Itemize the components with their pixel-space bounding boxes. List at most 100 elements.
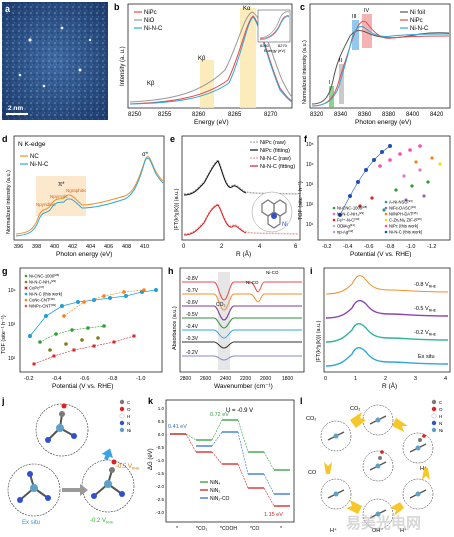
y-axis-label: TOF (site⁻¹ h⁻¹): [298, 181, 304, 220]
single-atom-dot: [28, 38, 32, 42]
legend-item: A-Ni-NSG[33]: [389, 199, 413, 205]
arrow-icon: [422, 468, 430, 480]
curve-nipc: [129, 15, 293, 105]
arrow-icon: [392, 418, 408, 432]
x-tick: 6: [294, 244, 298, 250]
legend-item: Ni-CNC-1000[28]: [337, 205, 367, 211]
x-ticks-d: 396 398 400 402 404 406 408 410: [14, 244, 149, 250]
x-tick: 8255: [158, 112, 172, 118]
atom-label: Ni: [282, 222, 288, 228]
y-axis-label: ΔG (eV): [148, 448, 154, 470]
connectors: [185, 419, 275, 507]
species-label: H⁺: [330, 527, 337, 534]
plot-frame: [179, 267, 305, 373]
y-ticks-g: 10⁴ 10³ 10²: [8, 288, 16, 362]
peak-label-pyrrolic: Npyrrolic: [50, 194, 69, 199]
line-label: -0.5V: [186, 312, 199, 318]
panel-letter-i: i: [310, 266, 313, 276]
atom-legend-item: C: [439, 400, 443, 405]
species-label: H⁺: [400, 527, 407, 534]
y-tick: -0.5: [156, 445, 164, 450]
atom-legend-j: C O H N Ni: [119, 399, 131, 433]
energy-levels-nin2-co: [196, 431, 290, 495]
x-ticks-i: 0 1 2 3 4: [324, 376, 447, 382]
region-label: II: [339, 58, 343, 64]
x-tick: -0.2: [322, 244, 331, 250]
region-iii: [352, 20, 359, 50]
atom-legend-item: Ni: [439, 428, 443, 433]
plot-frame: [19, 267, 163, 373]
x-tick: 4: [258, 244, 262, 250]
x-tick: -1.0: [136, 376, 145, 382]
x-ticks-c: 8320 8340 8360 8380 8400 8420: [310, 112, 444, 118]
chart-title: U = -0.9 V: [226, 408, 253, 414]
x-tick: -0.2: [24, 376, 33, 382]
x-category: *: [176, 526, 178, 532]
curve-nipc: [311, 20, 450, 107]
x-axis-label: Photon energy (eV): [56, 251, 112, 258]
panel-letter-c: c: [300, 2, 305, 12]
spectrum-line: [182, 281, 302, 301]
peak-label-kbeta2: Kβ: [198, 56, 206, 62]
series-conc-cnt: [62, 288, 146, 318]
band-label-co2: CO₂: [216, 302, 226, 308]
atom-legend-item: H: [127, 414, 130, 419]
arrow-icon: [346, 500, 362, 514]
x-categories-k: * *CO₂ *COOH *CO *: [176, 526, 282, 532]
single-atom-dot: [88, 38, 92, 42]
single-atom-dot: [18, 73, 22, 77]
x-tick: 8360: [358, 112, 372, 118]
inset-b: 8260 8270 Energy (eV): [257, 9, 291, 53]
x-tick: -0.6: [364, 244, 373, 250]
legend-b: NiPc NiO Ni-N-C: [134, 10, 163, 32]
peak-label-pyridinic: Npyridinic: [36, 202, 57, 207]
spectrum-line: [182, 317, 302, 329]
y-tick: 10⁴: [8, 288, 16, 294]
x-ticks-b: 8250 8255 8260 8265 8270: [128, 112, 278, 118]
series-nipc-this-work: [378, 144, 422, 168]
panel-e: e Ni NiPc (raw) NiPc (fitting) Ni-N-C (r…: [170, 134, 301, 258]
x-ticks-g: -0.2 -0.4 -0.6 -0.8 -1.0: [24, 376, 145, 382]
x-axis-label: Energy (eV): [194, 119, 229, 126]
spectrum-line: [182, 293, 302, 311]
structure-operando: [81, 459, 135, 513]
ft-curve: [325, 323, 449, 343]
x-tick: 3: [414, 376, 417, 382]
line-label: -0.2V: [186, 350, 199, 356]
plot-frame: [309, 3, 451, 109]
atom-legend-item: Ni: [127, 428, 131, 433]
x-ticks-f: -0.2 -0.4 -0.6 -0.8 -1.0 -1.2: [322, 244, 436, 250]
legend-item: NiN₂-CO: [210, 496, 230, 502]
panel-c: c I II III IV Ni foil NiPc Ni-N-C Normal…: [300, 2, 451, 126]
potential-label: -0.2 VRHE: [414, 330, 437, 337]
arrow-right: [62, 484, 88, 496]
x-tick: 402: [68, 244, 77, 250]
legend-item: Ni-N-C: [144, 26, 163, 32]
series-copc: [32, 334, 136, 366]
spectrum-line: [182, 341, 302, 349]
arrow-icon: [324, 462, 332, 474]
peak-label-pi: π*: [58, 182, 65, 188]
y-axis-label: Absorbance (a.u.): [172, 306, 178, 350]
arrow-icon: [350, 412, 366, 428]
x-tick: 8320: [310, 112, 324, 118]
x-category: *COOH: [220, 526, 237, 532]
legend-item: Ni/NPH-DAT[35]: [389, 211, 418, 217]
peak-label-graphitic: Ngraphitic: [66, 188, 87, 193]
plot-frame: [323, 267, 451, 373]
curve-ni-n-c: [15, 157, 164, 237]
x-axis-label: R (Å): [236, 249, 251, 258]
y-tick: 10²: [306, 202, 314, 208]
x-tick: 8420: [430, 112, 444, 118]
y-tick: 0.5: [158, 419, 165, 424]
legend-item: NC: [30, 154, 39, 160]
y-tick: 10²: [8, 356, 16, 362]
stem-image-texture: [2, 2, 108, 120]
x-tick: 400: [50, 244, 59, 250]
y-tick: 1.0: [158, 406, 165, 411]
legend-item: Ni-N-C (raw): [260, 156, 291, 162]
legend-item: NiN₄: [210, 480, 220, 486]
x-tick: 4: [444, 376, 447, 382]
x-tick: 406: [104, 244, 113, 250]
